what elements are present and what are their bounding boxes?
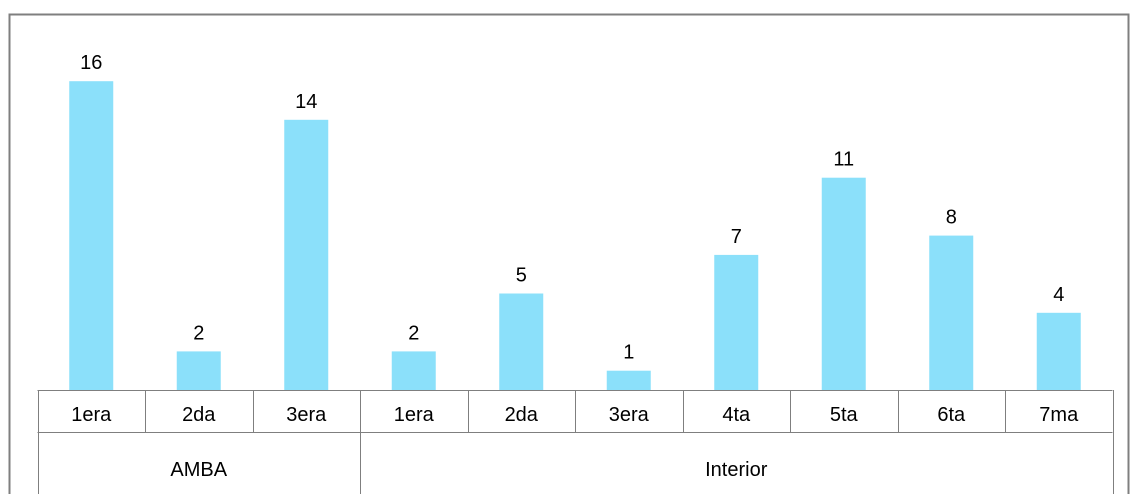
bars-layer: [69, 81, 1081, 391]
bar-9: [929, 235, 974, 390]
bar-8: [821, 177, 866, 390]
category-label-5: 2da: [505, 404, 539, 426]
data-label-4: 2: [408, 322, 419, 344]
category-axis: 1era 2da 3era 1era 2da 3era 4ta 5ta 6ta 7ma AMBA In…: [37, 390, 1114, 494]
bar-5: [499, 293, 544, 390]
category-label-1: 1era: [71, 404, 112, 426]
data-labels-layer: 16 2 14 2 5 1 7 11 8 4: [80, 52, 1064, 364]
category-label-4: 1era: [394, 404, 435, 426]
category-label-10: 7ma: [1039, 404, 1079, 426]
data-label-6: 1: [623, 342, 634, 364]
bar-1: [69, 81, 114, 390]
bar-10: [1036, 312, 1081, 390]
bar-7: [714, 254, 759, 390]
category-label-9: 6ta: [937, 404, 966, 426]
data-label-9: 8: [946, 207, 957, 229]
category-label-6: 3era: [609, 404, 650, 426]
group-label-1: AMBA: [170, 459, 227, 481]
group-label-2: Interior: [705, 459, 768, 481]
data-label-3: 14: [295, 91, 317, 113]
data-label-8: 11: [833, 149, 854, 171]
category-label-8: 5ta: [830, 404, 859, 426]
chart-frame: [8, 13, 1130, 499]
category-label-3: 3era: [286, 404, 327, 426]
data-label-1: 16: [80, 52, 102, 74]
category-label-7: 4ta: [722, 404, 751, 426]
bar-6: [606, 370, 651, 390]
bar-2: [176, 351, 221, 390]
data-label-7: 7: [731, 226, 742, 248]
bar-4: [391, 351, 436, 390]
data-label-2: 2: [193, 322, 204, 344]
bar-3: [284, 119, 329, 391]
category-label-2: 2da: [182, 404, 216, 426]
data-label-10: 4: [1053, 284, 1064, 306]
data-label-5: 5: [516, 265, 527, 287]
